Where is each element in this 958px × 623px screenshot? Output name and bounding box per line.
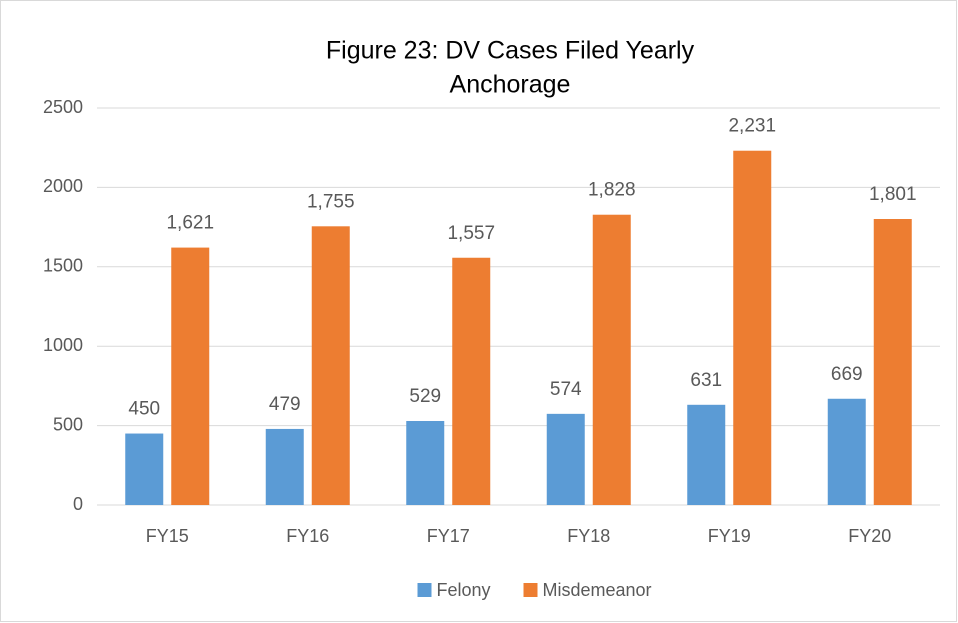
legend-swatch (417, 583, 432, 597)
data-label: 529 (409, 386, 441, 407)
bar (827, 398, 866, 505)
x-tick-label: FY19 (708, 526, 751, 546)
bar (687, 404, 726, 505)
x-tick-label: FY17 (427, 526, 470, 546)
x-tick-label: FY16 (286, 526, 329, 546)
bar (171, 247, 210, 505)
data-label: 1,557 (447, 223, 495, 244)
data-label: 2,231 (728, 116, 776, 137)
data-label: 479 (269, 394, 301, 415)
chart-title: Figure 23: DV Cases Filed Yearly (326, 37, 695, 65)
bar (311, 226, 350, 505)
y-tick-label: 2500 (43, 97, 83, 117)
x-tick-label: FY15 (146, 526, 189, 546)
bar (873, 219, 912, 505)
data-label: 631 (690, 370, 722, 391)
data-label: 1,755 (307, 191, 355, 212)
data-label: 1,828 (588, 180, 636, 201)
data-label: 669 (831, 364, 863, 385)
bar (265, 428, 304, 505)
bar (406, 420, 445, 505)
y-tick-label: 500 (53, 414, 83, 434)
y-tick-label: 0 (73, 494, 83, 514)
x-tick-label: FY20 (848, 526, 891, 546)
bar (546, 413, 585, 505)
data-label: 450 (128, 399, 160, 420)
x-tick-label: FY18 (567, 526, 610, 546)
y-tick-label: 1500 (43, 256, 83, 276)
chart-subtitle: Anchorage (450, 71, 571, 99)
y-tick-label: 1000 (43, 335, 83, 355)
legend-label: Felony (437, 580, 491, 600)
y-tick-label: 2000 (43, 176, 83, 196)
data-label: 1,801 (869, 184, 917, 205)
legend-label: Misdemeanor (543, 580, 652, 600)
data-label: 574 (550, 379, 582, 400)
data-label: 1,621 (166, 213, 214, 234)
bar (733, 150, 772, 505)
bar (125, 433, 164, 505)
bar (452, 257, 491, 505)
legend-swatch (523, 583, 538, 597)
bar (592, 214, 631, 505)
